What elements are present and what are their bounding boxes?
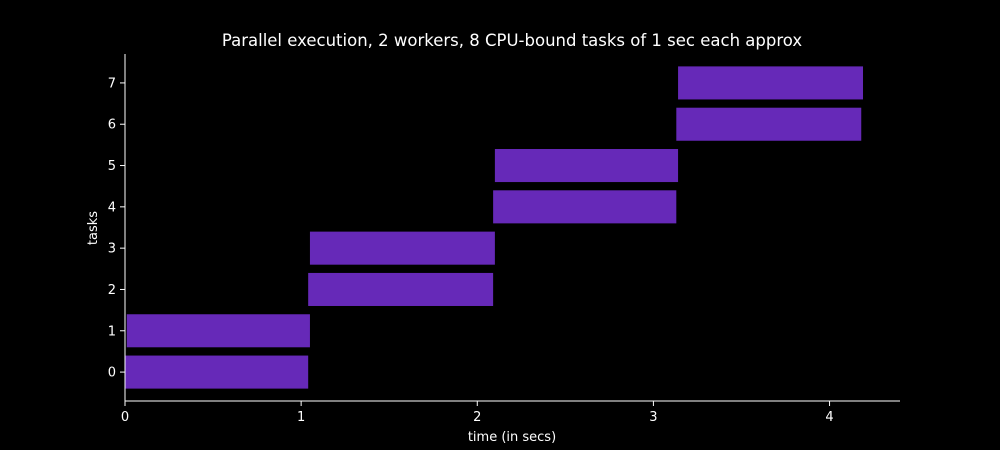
task-bar-5 <box>494 149 679 183</box>
x-axis-label: time (in secs) <box>468 430 556 445</box>
chart-title: Parallel execution, 2 workers, 8 CPU-bou… <box>222 31 802 50</box>
x-tick-label: 4 <box>825 410 833 425</box>
y-ticks-group: 0 1 2 3 4 5 6 7 <box>108 76 125 381</box>
task-bar-6 <box>676 107 862 141</box>
x-tick-label: 3 <box>649 410 657 425</box>
x-tick-label: 1 <box>297 410 305 425</box>
y-tick-label: 3 <box>108 242 116 257</box>
y-tick-label: 4 <box>108 200 116 215</box>
y-tick-label: 0 <box>108 366 116 381</box>
y-tick-label: 1 <box>108 324 116 339</box>
axes-group <box>124 54 900 402</box>
bars-group <box>125 66 864 389</box>
task-bar-3 <box>309 231 495 265</box>
y-tick-label: 7 <box>108 76 116 91</box>
y-tick-label: 2 <box>108 283 116 298</box>
y-tick-label: 5 <box>108 159 116 174</box>
y-axis-label: tasks <box>86 211 101 245</box>
task-bar-7 <box>678 66 864 100</box>
task-bar-4 <box>493 190 677 224</box>
task-bar-0 <box>125 355 309 389</box>
y-tick-label: 6 <box>108 118 116 133</box>
task-bar-2 <box>308 272 494 306</box>
x-tick-label: 2 <box>473 410 481 425</box>
task-bar-1 <box>126 314 310 348</box>
x-ticks-group: 0 1 2 3 4 <box>121 401 834 425</box>
x-tick-label: 0 <box>121 410 129 425</box>
